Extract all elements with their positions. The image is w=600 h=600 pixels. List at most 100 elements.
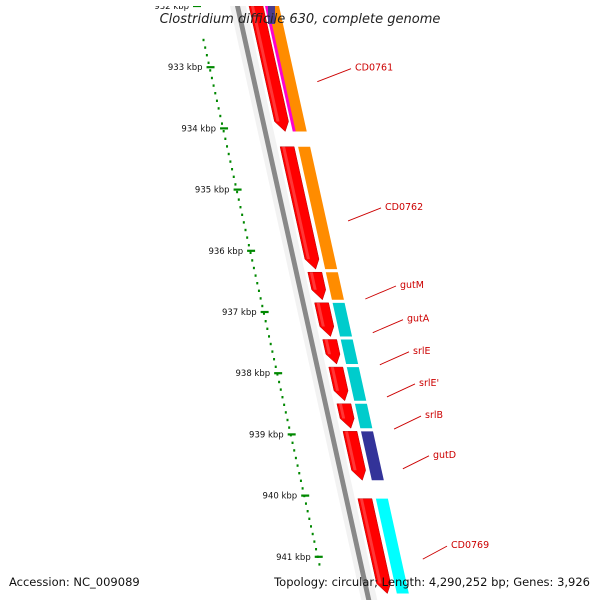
ruler-dot xyxy=(207,61,210,64)
ruler-dot xyxy=(247,244,250,247)
label-leader xyxy=(386,383,416,398)
ruler-dot xyxy=(318,563,321,566)
cog-block xyxy=(298,146,338,270)
ruler-dot xyxy=(234,183,237,186)
ruler-dot xyxy=(214,92,217,95)
ruler-dot xyxy=(304,502,307,505)
kbp-tick-label: 933 kbp xyxy=(168,63,203,73)
cog-track xyxy=(265,6,409,594)
ruler-dot xyxy=(266,327,269,330)
ruler-dot xyxy=(249,251,252,254)
cog-block xyxy=(267,6,307,132)
ruler-dot xyxy=(313,540,316,543)
label-leader xyxy=(317,68,352,83)
ruler-dot xyxy=(268,335,271,338)
gene-arrow-highlight xyxy=(316,302,325,327)
ruler-dot xyxy=(257,289,260,292)
cog-block-secondary xyxy=(265,6,296,132)
kbp-ruler: 932 kbp 933 kbp 934 kbp 935 kbp 936 kbp 937 k… xyxy=(154,2,323,566)
kbp-tick-label: 939 kbp xyxy=(249,430,284,440)
cog-block xyxy=(332,302,353,337)
label-leader xyxy=(402,455,430,470)
ruler-dot xyxy=(311,532,314,536)
gene-arrow xyxy=(336,403,355,429)
kbp-tick-label: 935 kbp xyxy=(195,186,230,196)
ruler-dot xyxy=(274,365,277,368)
ruler-dot xyxy=(209,69,212,72)
gene-label: srlE' xyxy=(419,378,439,389)
ruler-dot xyxy=(259,297,262,300)
cog-block xyxy=(325,272,344,300)
ruler-dot xyxy=(220,122,223,125)
ruler-dot xyxy=(256,282,259,285)
ruler-dot xyxy=(299,479,302,482)
ruler-dot xyxy=(244,228,247,232)
gene-label: CD0762 xyxy=(385,202,423,213)
ruler-dot xyxy=(294,456,297,460)
genome-summary-text: Topology: circular; Length: 4,290,252 bp… xyxy=(273,575,590,589)
cog-block xyxy=(375,498,409,594)
ruler-dot xyxy=(271,350,274,353)
ruler-dot xyxy=(246,236,249,239)
label-leader xyxy=(422,545,448,560)
ruler-dot xyxy=(278,380,281,384)
ruler-dot xyxy=(219,114,222,118)
ruler-dot xyxy=(226,145,229,148)
label-leader xyxy=(393,415,422,430)
map-title: Clostridium difficile 630, complete geno… xyxy=(160,12,441,27)
ruler-dot xyxy=(301,487,304,490)
ruler-dot xyxy=(212,84,215,87)
gene-arrow-highlight xyxy=(359,498,382,584)
ruler-dot xyxy=(264,320,267,323)
kbp-tick-label: 940 kbp xyxy=(263,492,298,502)
ruler-dot xyxy=(308,517,311,520)
ruler-dot xyxy=(239,206,242,209)
ruler-dot xyxy=(224,137,227,140)
ruler-dot xyxy=(241,213,244,216)
ruler-dot xyxy=(288,426,291,429)
ruler-dot xyxy=(306,510,309,513)
gene-arrow-highlight xyxy=(309,272,317,290)
ruler-dot xyxy=(204,46,207,49)
ruler-dot xyxy=(254,274,257,277)
gene-label: gutA xyxy=(407,314,430,325)
ruler-dot xyxy=(310,525,313,528)
ruler-dot xyxy=(281,396,284,399)
ruler-dot xyxy=(222,130,225,133)
backbone xyxy=(233,0,372,600)
gene-label: CD0769 xyxy=(451,540,489,551)
ruler-dot xyxy=(236,190,239,194)
ruler-dot xyxy=(298,472,301,475)
gene-arrow-highlight xyxy=(251,6,280,122)
kbp-tick-label: 941 kbp xyxy=(276,553,311,563)
ruler-dot xyxy=(293,449,296,452)
gene-arrow-highlight xyxy=(282,146,310,260)
ruler-dot xyxy=(217,107,220,110)
gene-arrow xyxy=(322,339,341,365)
ruler-dot xyxy=(276,373,279,376)
gene-arrow-highlight xyxy=(324,339,331,355)
ruler-dot xyxy=(202,38,205,42)
gene-label: gutD xyxy=(433,450,456,461)
ruler-dot xyxy=(215,99,218,102)
ruler-dot xyxy=(284,411,287,414)
kbp-tick-label: 937 kbp xyxy=(222,308,257,318)
label-leader xyxy=(372,319,404,334)
ruler-dot xyxy=(286,418,289,422)
label-leader xyxy=(379,351,410,366)
ruler-dot xyxy=(283,403,286,406)
ruler-dot xyxy=(269,342,272,346)
ruler-dot xyxy=(227,152,230,156)
label-leader xyxy=(365,285,397,300)
gene-arrow-highlight xyxy=(345,431,357,471)
label-leader xyxy=(347,207,382,222)
ruler-dot xyxy=(296,464,299,467)
ruler-dot xyxy=(210,76,213,80)
ruler-dot xyxy=(315,548,318,551)
ruler-dot xyxy=(232,175,235,178)
kbp-tick-label: 934 kbp xyxy=(181,124,216,134)
kbp-tick-label: 932 kbp xyxy=(154,2,189,12)
backbone-line xyxy=(233,0,372,600)
gene-label: gutM xyxy=(400,280,424,291)
ruler-dot xyxy=(231,168,234,171)
